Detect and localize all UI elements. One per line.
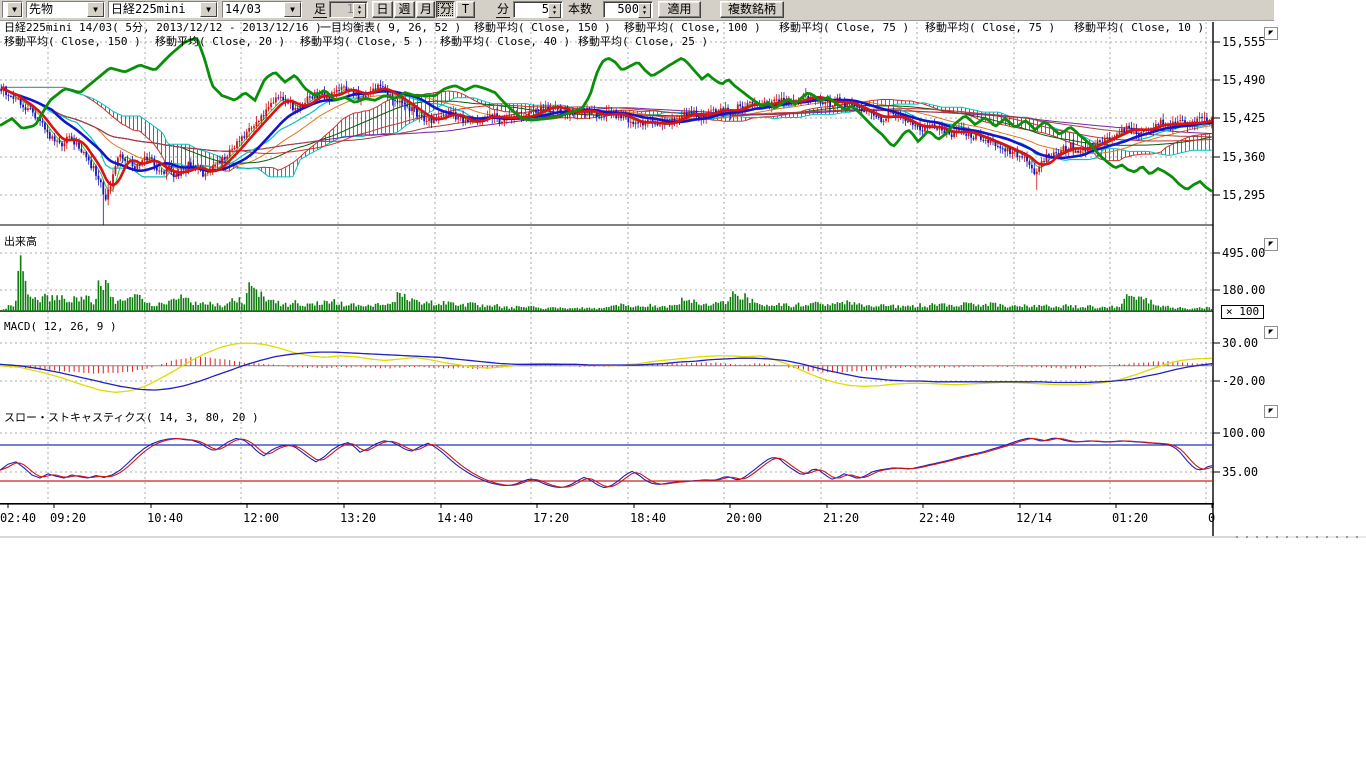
legend-item[interactable]: 移動平均( Close, 100 )	[624, 22, 761, 34]
macd-axis-label: -20.00	[1222, 374, 1265, 388]
legend-item[interactable]: 移動平均( Close, 150 )	[4, 36, 141, 48]
stoch-axis-label: 35.00	[1222, 465, 1258, 479]
legend-item[interactable]: 移動平均( Close, 10 )	[1074, 22, 1204, 34]
time-axis-label: 10:40	[147, 511, 183, 525]
legend-item[interactable]: 移動平均( Close, 150 )	[474, 22, 611, 34]
horizontal-scrollbar[interactable]	[0, 536, 1366, 538]
time-axis-label: 22:40	[919, 511, 955, 525]
volume-multiplier-badge: × 100	[1221, 305, 1264, 319]
price-axis-label: 15,425	[1222, 111, 1265, 125]
price-axis-label: 15,295	[1222, 188, 1265, 202]
price-axis-label: 15,490	[1222, 73, 1265, 87]
price-axis-label: 15,360	[1222, 150, 1265, 164]
legend-item[interactable]: 移動平均( Close, 25 )	[578, 36, 708, 48]
time-axis-label: 14:40	[437, 511, 473, 525]
time-axis-label: 09:20	[50, 511, 86, 525]
legend-item[interactable]: 移動平均( Close, 20 )	[155, 36, 285, 48]
stoch-axis-label: 100.00	[1222, 426, 1265, 440]
time-axis-label: 12/14	[1016, 511, 1052, 525]
time-axis-label: 0	[1208, 511, 1215, 525]
chart-plot-svg	[0, 0, 1366, 768]
legend-item[interactable]: 移動平均( Close, 75 )	[779, 22, 909, 34]
legend-item[interactable]: 移動平均( Close, 40 )	[440, 36, 570, 48]
time-axis-label: 18:40	[630, 511, 666, 525]
pane-collapse-icon[interactable]: ◤	[1264, 405, 1278, 418]
price-axis-label: 15,555	[1222, 35, 1265, 49]
chart-application-window: ▼ 先物 ▼ 日経225mini ▼ 14/03 ▼ 足 1 ▲▼ 日 週 月 …	[0, 0, 1366, 768]
legend-item[interactable]: 一目均衡表( 9, 26, 52 )	[320, 22, 461, 34]
volume-axis-label: 495.00	[1222, 246, 1265, 260]
time-axis-label: 20:00	[726, 511, 762, 525]
stochastics-pane-title: スロー・ストキャスティクス( 14, 3, 80, 20 )	[4, 412, 259, 424]
volume-axis-label: 180.00	[1222, 283, 1265, 297]
legend-item[interactable]: 移動平均( Close, 5 )	[300, 36, 423, 48]
pane-collapse-icon[interactable]: ◤	[1264, 27, 1278, 40]
time-axis-label: 02:40	[0, 511, 36, 525]
pane-collapse-icon[interactable]: ◤	[1264, 238, 1278, 251]
time-axis-label: 13:20	[340, 511, 376, 525]
volume-pane-title: 出来高	[4, 236, 37, 248]
time-axis-label: 17:20	[533, 511, 569, 525]
macd-pane-title: MACD( 12, 26, 9 )	[4, 321, 117, 333]
legend-item[interactable]: 日経225mini 14/03( 5分, 2013/12/12 - 2013/1…	[4, 22, 322, 34]
scrollbar-dots	[1236, 536, 1366, 538]
pane-collapse-icon[interactable]: ◤	[1264, 326, 1278, 339]
time-axis-label: 21:20	[823, 511, 859, 525]
time-axis-label: 01:20	[1112, 511, 1148, 525]
macd-axis-label: 30.00	[1222, 336, 1258, 350]
legend-item[interactable]: 移動平均( Close, 75 )	[925, 22, 1055, 34]
time-axis-label: 12:00	[243, 511, 279, 525]
chart-canvas[interactable]: 日経225mini 14/03( 5分, 2013/12/12 - 2013/1…	[0, 0, 1366, 768]
